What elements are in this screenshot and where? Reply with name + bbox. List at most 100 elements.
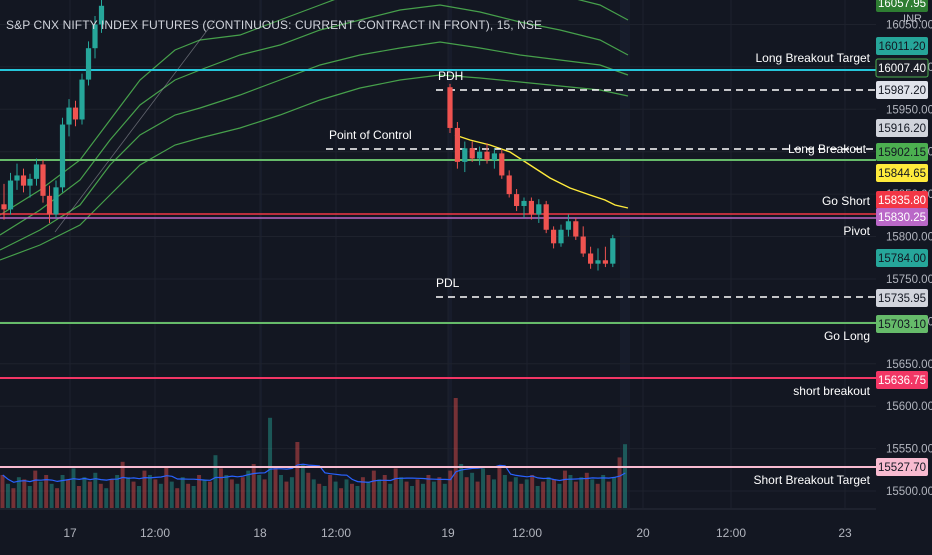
volume-bar (562, 470, 567, 508)
volume-bar (491, 479, 496, 508)
price-badge (876, 191, 928, 209)
volume-bar (502, 475, 507, 508)
session-band (448, 0, 452, 508)
candle-body (491, 153, 497, 161)
volume-bar (470, 472, 475, 508)
candle-body (92, 24, 98, 49)
price-badge-label: 15735.95 (878, 293, 926, 305)
volume-bar (11, 488, 16, 508)
volume-bar (508, 481, 513, 508)
volume-bar (546, 477, 551, 508)
volume-bar (481, 468, 486, 508)
volume-bar (5, 483, 10, 508)
time-tick-label: 23 (838, 526, 852, 540)
volume-bar (486, 475, 491, 508)
volume-bar (0, 475, 5, 508)
volume-bar (448, 470, 453, 508)
price-tick-label: 15550.00 (886, 444, 932, 456)
volume-bar (295, 442, 300, 508)
price-badge (876, 37, 928, 55)
candle-body (98, 5, 105, 25)
price-badge-label: 15830.25 (878, 212, 926, 224)
volume-bar (120, 461, 125, 508)
volume-bar (262, 479, 267, 508)
time-tick-label: 18 (253, 526, 267, 540)
candle-body (595, 260, 601, 264)
candle-body (528, 200, 534, 215)
grid (0, 0, 876, 508)
volume-bar (366, 481, 371, 508)
candle-body (14, 175, 20, 181)
candle-body (447, 87, 453, 128)
volume-bar (55, 488, 60, 508)
candle-body (521, 200, 527, 206)
level-label: PDH (438, 69, 463, 83)
volume-bar (257, 475, 262, 508)
candle-body (573, 221, 579, 237)
volume-bar (371, 470, 376, 508)
time-tick-label: 19 (441, 526, 455, 540)
volume-bar (76, 486, 81, 508)
candle-body (602, 260, 608, 264)
volume-bar (284, 481, 289, 508)
volume-bar (49, 483, 54, 508)
candle-body (1, 204, 7, 210)
candle-body (33, 164, 40, 179)
volume-bar (623, 444, 627, 508)
volume-bar (82, 477, 87, 508)
candle-body (551, 229, 557, 244)
volume-bar (420, 483, 425, 508)
price-badge-label: 15844.65 (878, 168, 926, 180)
vwap-line (454, 134, 629, 209)
time-tick-label: 17 (63, 526, 77, 540)
volume-bar (612, 477, 617, 508)
candle-body (20, 175, 27, 186)
candle-body (40, 164, 46, 196)
volume-bar (137, 486, 141, 508)
level-label: Pivot (843, 224, 870, 238)
volume-bar (33, 470, 38, 508)
candle-body (499, 153, 505, 176)
level-label: Go Short (822, 194, 871, 208)
volume-bar (404, 481, 409, 508)
price-badge (876, 81, 928, 99)
volume-bar (93, 472, 98, 508)
level-label: Long Breakout Target (755, 51, 870, 65)
price-badge-label: 15835.80 (878, 195, 926, 207)
volume-bar (393, 468, 398, 508)
candle-body (610, 238, 616, 264)
price-tick-label: 15800.00 (886, 232, 932, 244)
candle-body (536, 204, 542, 215)
volume-bar (142, 470, 147, 508)
volume-bar (71, 468, 76, 508)
price-badge (876, 119, 928, 137)
volume-bar (289, 477, 294, 508)
volume-bar (317, 483, 322, 508)
volume-bar (164, 466, 169, 508)
volume-bar (349, 483, 354, 508)
candle-body (462, 148, 468, 162)
volume-bar (153, 479, 158, 508)
volume-bar (218, 468, 223, 508)
currency-label: INR (903, 13, 922, 25)
candle-body (469, 148, 475, 159)
volume-bar (339, 488, 344, 508)
price-badge-label: 15902.15 (878, 147, 926, 159)
candle-body (543, 204, 549, 230)
volume-bar (552, 479, 557, 508)
volume-bar (442, 483, 447, 508)
price-badge (876, 208, 928, 226)
candle-body (558, 229, 564, 244)
volume-bar (579, 477, 584, 508)
volume-bar (186, 483, 191, 508)
volume-bar (240, 477, 245, 508)
volume-bar (191, 486, 196, 508)
level-label: Point of Control (329, 128, 412, 142)
volume-bar (158, 483, 163, 508)
candle-body (72, 107, 79, 120)
volume-bar (44, 475, 49, 508)
volume-bar (66, 479, 70, 508)
candle-body (7, 180, 14, 210)
